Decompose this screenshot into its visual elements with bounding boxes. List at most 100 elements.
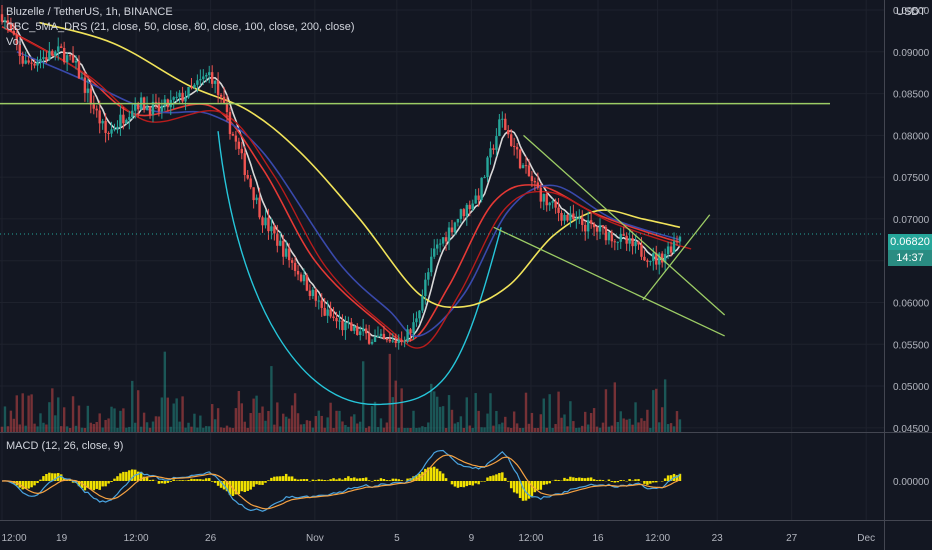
volume-bar: [379, 418, 383, 432]
volume-bar: [205, 426, 208, 432]
candle-body: [619, 233, 622, 242]
volume-bar: [169, 426, 172, 432]
candle-body: [65, 55, 69, 63]
time-axis[interactable]: 12:00 19 12:00 26 Nov 5 9 12:00 16 12:00 23 27 Dec: [1, 533, 875, 544]
volume-bar: [385, 422, 389, 432]
candle-body: [163, 99, 167, 106]
candle-body: [376, 335, 380, 338]
candle-body: [616, 241, 619, 243]
volume-bar: [267, 410, 270, 432]
volume-bar: [376, 427, 380, 432]
volume-bar: [323, 427, 326, 432]
volume-bar: [89, 422, 93, 432]
candle-body: [199, 79, 202, 81]
candle-body: [273, 226, 276, 234]
candle-body: [421, 296, 424, 311]
candle-body: [453, 222, 457, 233]
volume-bar: [658, 422, 661, 432]
candle-body: [151, 101, 155, 115]
candle-body: [403, 341, 406, 343]
candle-body: [471, 203, 474, 210]
candle-body: [276, 233, 279, 246]
volume-bar: [172, 403, 175, 432]
volume-bar: [36, 426, 39, 432]
volume-bar: [80, 427, 84, 432]
candle-body: [332, 316, 335, 319]
candle-body: [554, 201, 557, 208]
volume-bar: [592, 408, 596, 432]
volume-bar: [145, 422, 149, 432]
candle-body: [379, 333, 383, 336]
candle-body: [524, 165, 528, 167]
candle-body: [518, 149, 522, 169]
volume-bar: [353, 414, 356, 432]
volume-bar: [492, 425, 495, 432]
volume-bar: [643, 420, 646, 432]
price-tick-label: 0.08500: [893, 90, 930, 101]
time-tick-label: 12:00: [124, 533, 149, 544]
volume-bar: [213, 419, 217, 432]
volume-bar: [9, 410, 13, 432]
price-tick-label: 0.07000: [893, 215, 930, 226]
volume-bar: [388, 353, 392, 432]
time-tick-label: 16: [592, 533, 604, 544]
volume-bar: [521, 427, 525, 432]
candle-body: [545, 193, 548, 206]
volume-bar: [459, 416, 463, 432]
volume-bar: [258, 412, 261, 432]
candle-body: [317, 300, 320, 302]
volume-bar: [581, 425, 584, 432]
candle-body: [510, 134, 513, 146]
candle-body: [388, 339, 392, 342]
volume-bar: [119, 410, 122, 432]
candle-body: [80, 77, 84, 79]
volume-bar: [116, 427, 119, 432]
candle-body: [83, 77, 87, 93]
volume-bar: [533, 427, 537, 432]
time-tick-label: 5: [394, 533, 400, 544]
cup-arc-line: [217, 131, 502, 406]
volume-bar: [394, 380, 397, 432]
candle-body: [219, 94, 223, 97]
candle-body: [145, 106, 149, 110]
volume-bar: [557, 391, 560, 432]
trendlines: [0, 102, 884, 337]
volume-bar: [74, 425, 78, 432]
volume-bar: [551, 427, 554, 432]
candle-body: [589, 220, 593, 224]
volume-bar: [163, 351, 167, 432]
candle-body: [12, 31, 16, 35]
volume-bar: [672, 426, 676, 432]
volume-bar: [338, 410, 341, 432]
volume-bar: [344, 425, 347, 432]
volume-bar: [60, 426, 63, 432]
volume-bar: [160, 397, 164, 432]
candle-body: [237, 141, 241, 149]
candle-body: [33, 63, 36, 66]
candle-body: [36, 61, 39, 66]
volume-bar: [640, 418, 643, 432]
volume-bar: [619, 411, 622, 432]
volume-bar: [678, 419, 682, 432]
candle-body: [225, 103, 229, 113]
candle-body: [530, 176, 534, 182]
volume-bar: [391, 397, 394, 432]
volume-bar: [563, 414, 566, 432]
volume-bar: [151, 421, 155, 432]
volume-bar: [252, 398, 255, 432]
volume-bar: [320, 415, 323, 432]
volume-bar: [652, 390, 655, 432]
candle-body: [367, 333, 371, 344]
volume-bar: [622, 418, 625, 432]
volume-bar: [181, 396, 184, 432]
candle-body: [569, 213, 572, 221]
candle-body: [444, 237, 448, 242]
candle-body: [660, 253, 664, 263]
candle-body: [438, 243, 442, 245]
candle-body: [359, 331, 362, 335]
candle-body: [39, 58, 42, 62]
candle-body: [243, 153, 246, 176]
volume-bar: [589, 413, 593, 432]
candle-body: [258, 197, 261, 218]
